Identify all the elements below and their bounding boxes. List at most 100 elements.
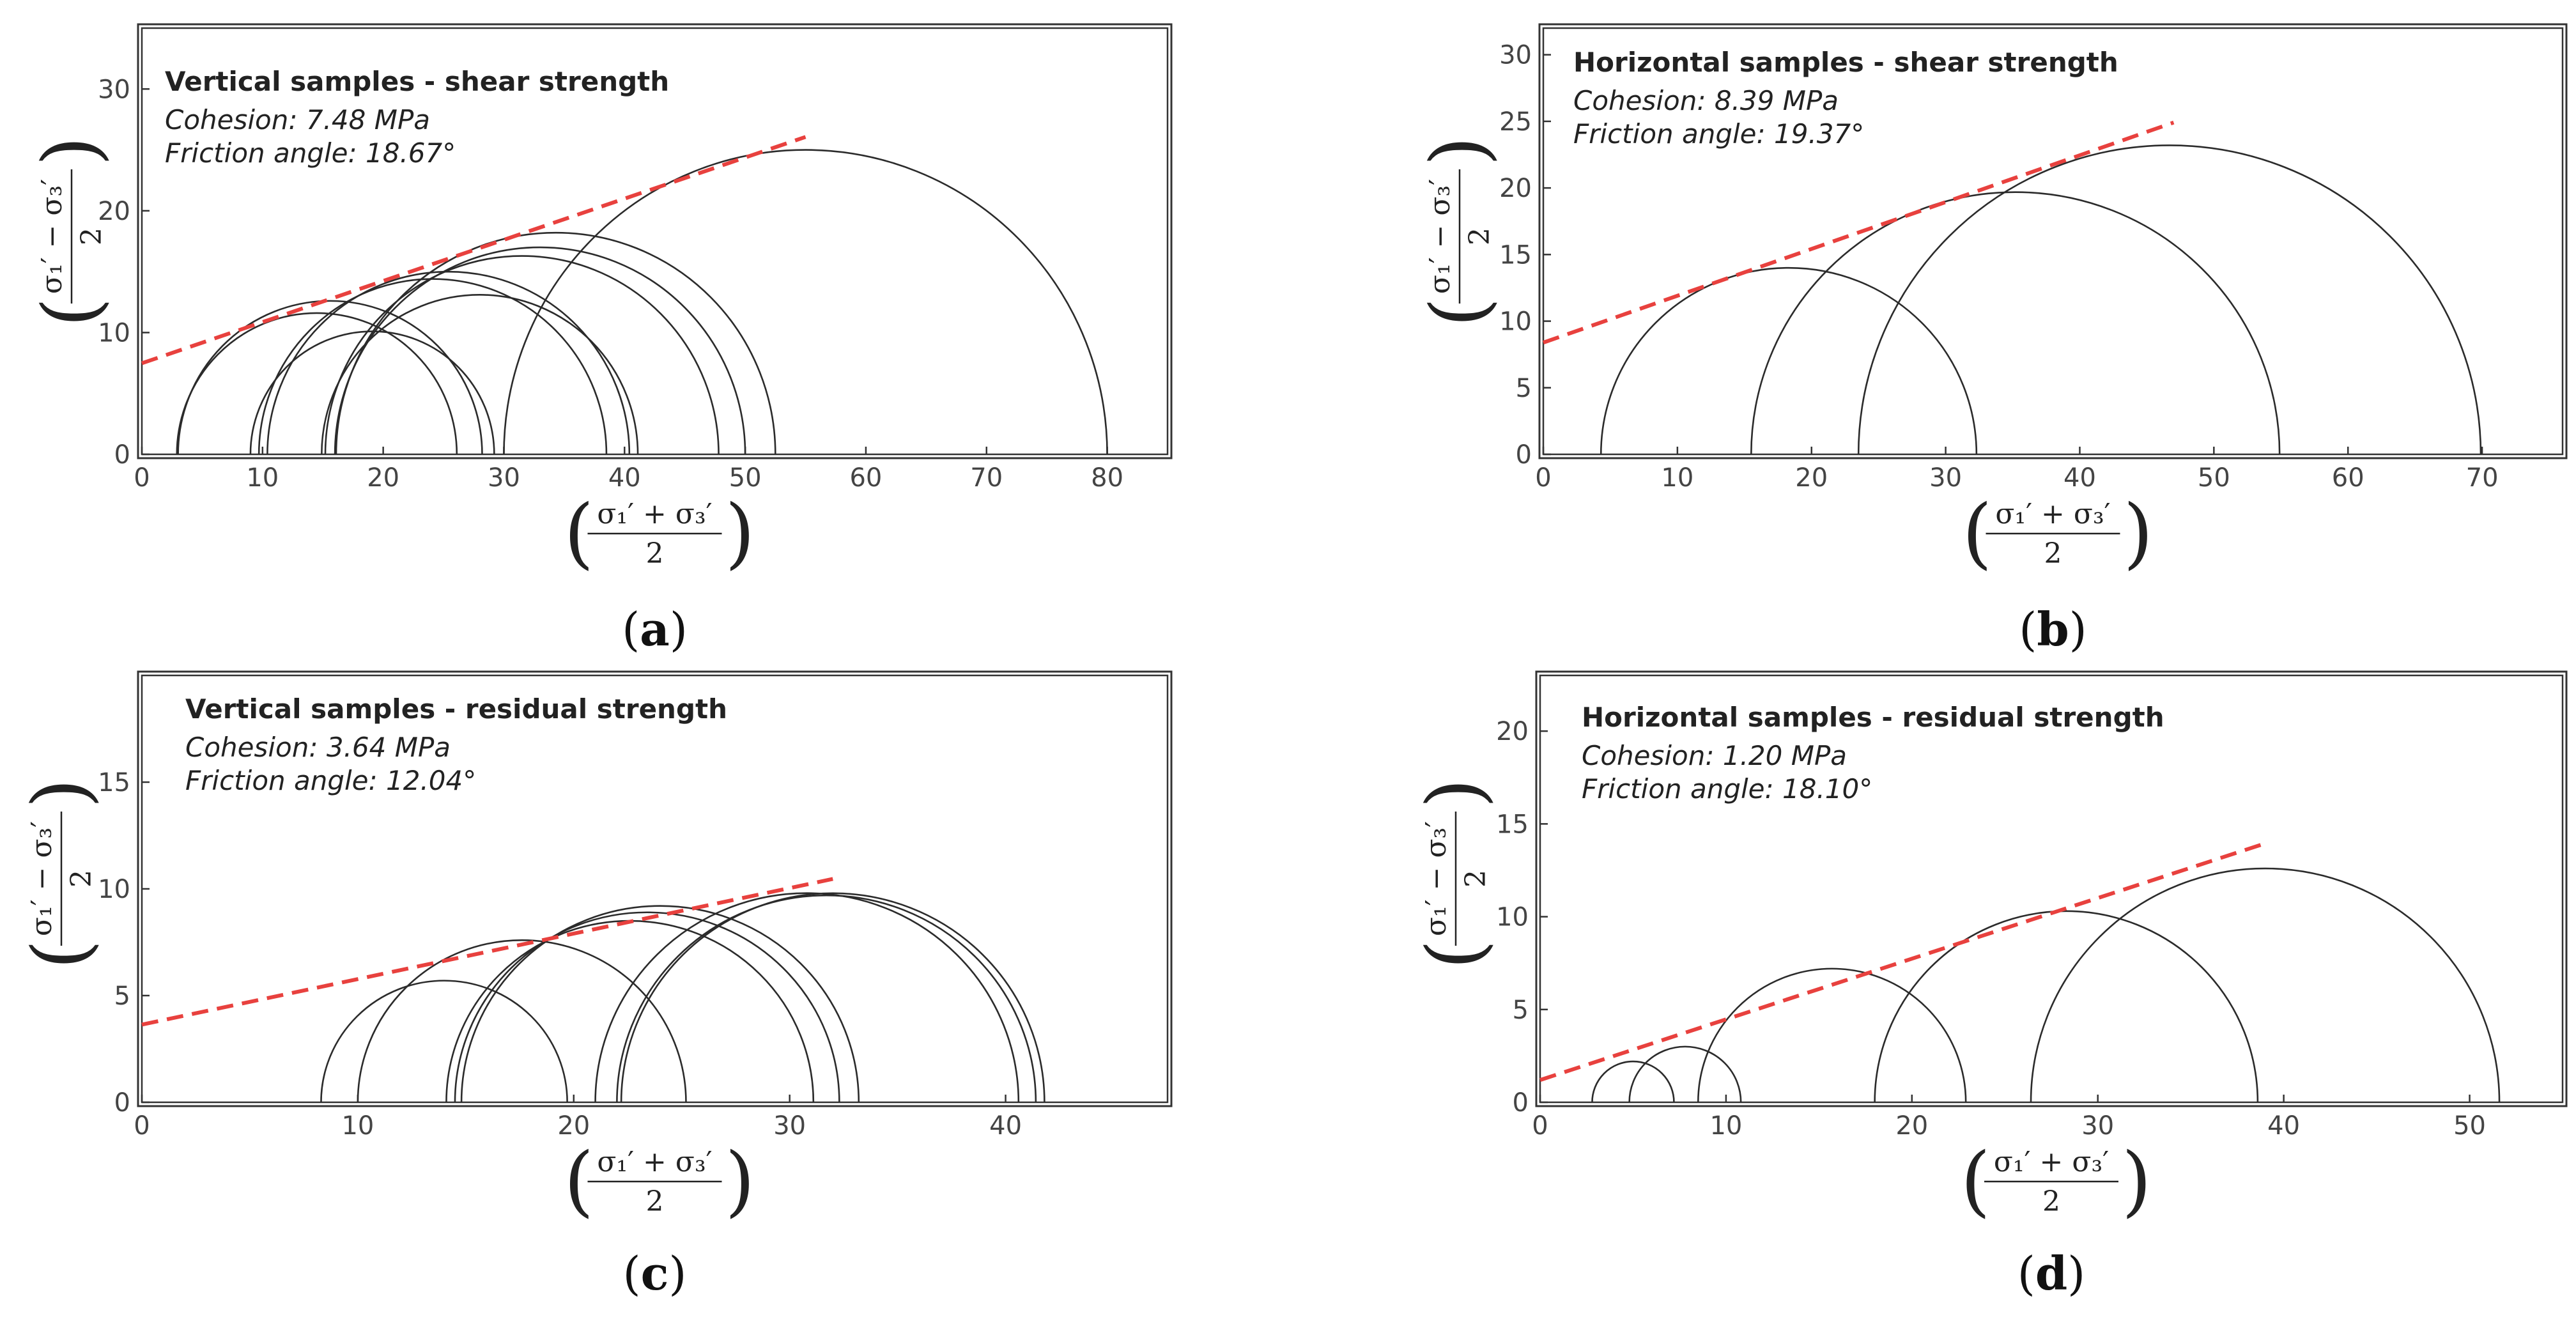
panel-b: 0 10 20 30 40 50 60 70 0 5 10 15 20 25 30 Horizontal sa… <box>1415 23 2568 656</box>
failure-envelope <box>141 135 806 366</box>
y-label-numerator: σ₁′ − σ₃′ <box>36 179 68 294</box>
x-tick-label: 0 <box>1532 1111 1548 1141</box>
x-tick-label: 20 <box>1795 463 1828 493</box>
x-label-denominator: 2 <box>2042 1185 2060 1218</box>
plot-frame-outer <box>1538 23 2568 459</box>
paren-right: ) <box>17 778 105 808</box>
x-tick-label: 10 <box>1661 463 1693 493</box>
panel-c: 0 10 20 30 40 0 5 10 15 Vertical samples - residu… <box>17 670 1173 1300</box>
y-tick-label: 10 <box>98 875 130 904</box>
x-tick-label: 70 <box>2466 463 2499 493</box>
y-tick-label: 30 <box>98 75 130 104</box>
y-tick-label: 20 <box>98 197 130 226</box>
y-axis-label: ()σ₁′ − σ₃′ 2 <box>1415 136 1504 327</box>
caption-letter: a <box>640 602 670 656</box>
y-tick-label: 15 <box>98 768 130 797</box>
mohr-circle <box>1697 967 1967 1103</box>
y-tick-label: 20 <box>1499 174 1532 203</box>
y-label-denominator: 2 <box>1460 870 1492 888</box>
caption-open: ( <box>622 603 640 656</box>
mohr-circle <box>503 149 1108 455</box>
friction-angle-annotation: Friction angle: 12.04° <box>185 765 476 796</box>
mohr-circle <box>620 892 1045 1103</box>
y-label-numerator: σ₁′ − σ₃′ <box>26 821 58 936</box>
mohr-circle <box>1591 1060 1675 1103</box>
x-tick-label: 10 <box>1709 1111 1742 1141</box>
y-tick-label: 20 <box>1496 717 1529 746</box>
cohesion-annotation: Cohesion: 1.20 MPa <box>1582 740 1847 771</box>
paren-right: ) <box>1411 778 1500 808</box>
friction-angle-annotation: Friction angle: 19.37° <box>1573 118 1864 150</box>
y-tick-label: 10 <box>1499 307 1532 337</box>
paren-right: ) <box>725 1137 755 1226</box>
friction-angle-annotation: Friction angle: 18.67° <box>165 137 456 169</box>
y-tick-label: 15 <box>1499 240 1532 270</box>
cohesion-annotation: Cohesion: 3.64 MPa <box>185 732 451 763</box>
y-label-numerator: σ₁′ − σ₃′ <box>1420 821 1453 936</box>
caption-close: ) <box>668 1247 686 1300</box>
paren-right: ) <box>1415 136 1504 166</box>
x-tick-label: 40 <box>608 463 641 493</box>
caption-letter: b <box>2037 602 2069 656</box>
x-tick-label: 50 <box>729 463 762 493</box>
mohr-circle <box>266 270 631 455</box>
mohr-circle <box>1857 144 2482 455</box>
y-tick-label: 30 <box>1499 41 1532 70</box>
mohr-circle <box>2030 867 2501 1103</box>
x-tick-label: 50 <box>2453 1111 2486 1141</box>
y-tick-label: 0 <box>114 1088 130 1118</box>
panel-d: 0 10 20 30 40 50 0 5 10 15 20 Horizontal samples - … <box>1411 670 2568 1300</box>
paren-right: ) <box>2124 489 2154 578</box>
x-tick-label: 10 <box>341 1111 374 1141</box>
plot-frame-inner <box>141 27 1169 456</box>
x-label-numerator: σ₁′ + σ₃′ <box>597 498 712 530</box>
panel-caption: (b) <box>2019 602 2087 656</box>
cohesion-annotation: Cohesion: 7.48 MPa <box>165 104 430 135</box>
mohr-circle <box>1874 911 2259 1103</box>
y-axis-label: ()σ₁′ − σ₃′ 2 <box>27 136 116 327</box>
x-tick-label: 0 <box>1535 463 1551 493</box>
panel-caption: (d) <box>2017 1246 2086 1300</box>
y-tick-label: 0 <box>114 440 130 470</box>
caption-open: ( <box>622 1247 640 1300</box>
paren-right: ) <box>2122 1137 2152 1226</box>
x-tick-label: 20 <box>367 463 399 493</box>
panel-caption: (c) <box>622 1246 686 1300</box>
x-label-numerator: σ₁′ + σ₃′ <box>597 1146 712 1178</box>
x-tick-label: 40 <box>2063 463 2096 493</box>
y-label-numerator: σ₁′ − σ₃′ <box>1424 179 1456 294</box>
x-label-numerator: σ₁′ + σ₃′ <box>1995 498 2110 530</box>
y-tick-label: 15 <box>1496 810 1529 839</box>
caption-letter: c <box>641 1246 669 1300</box>
y-tick-label: 5 <box>1513 996 1529 1025</box>
y-tick-label: 10 <box>98 318 130 348</box>
x-tick-label: 0 <box>134 1111 150 1141</box>
x-tick-label: 20 <box>557 1111 590 1141</box>
x-tick-label: 50 <box>2198 463 2230 493</box>
x-tick-label: 30 <box>773 1111 806 1141</box>
x-tick-label: 30 <box>2081 1111 2114 1141</box>
chart-title: Vertical samples - residual strength <box>185 693 727 725</box>
mohr-circle <box>1628 1046 1742 1103</box>
plot-frame-outer <box>137 23 1173 459</box>
x-tick-label: 60 <box>2332 463 2364 493</box>
friction-angle-annotation: Friction angle: 18.10° <box>1582 773 1872 805</box>
chart-title: Vertical samples - shear strength <box>165 66 669 97</box>
mohr-circle <box>176 312 458 455</box>
caption-close: ) <box>2069 603 2087 656</box>
mohr-circle <box>1750 192 2281 455</box>
x-axis-label: ()σ₁′ + σ₃′2 <box>564 1137 755 1226</box>
x-tick-label: 70 <box>970 463 1003 493</box>
x-label-denominator: 2 <box>2044 537 2062 570</box>
y-label-denominator: 2 <box>65 870 98 888</box>
x-axis-label: ()σ₁′ + σ₃′2 <box>1963 489 2154 578</box>
chart-title: Horizontal samples - shear strength <box>1573 47 2118 78</box>
x-tick-label: 30 <box>1929 463 1962 493</box>
x-tick-label: 80 <box>1091 463 1123 493</box>
mohr-circle <box>320 980 568 1103</box>
plot-frame-outer <box>1535 670 2568 1107</box>
x-label-denominator: 2 <box>646 537 664 570</box>
x-tick-label: 0 <box>134 463 150 493</box>
paren-right: ) <box>27 136 116 166</box>
y-label-denominator: 2 <box>1463 227 1496 245</box>
